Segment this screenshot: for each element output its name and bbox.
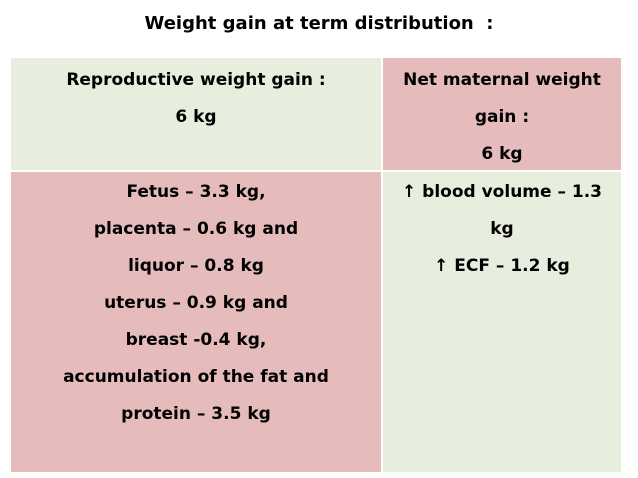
breakdown-line: placenta – 0.6 kg and [93,219,299,239]
header-reproductive-line: Reproductive weight gain : [66,70,326,90]
breakdown-line: accumulation of the fat and [63,367,329,387]
breakdown-line: Fetus – 3.3 kg, [126,182,266,202]
maternal-breakdown-line: kg [490,219,514,239]
header-maternal-value: 6 kg [481,144,523,164]
header-cell-reproductive: Reproductive weight gain : 6 kg [11,58,381,170]
body-cell-maternal-breakdown: ↑ blood volume – 1.3 kg ↑ ECF – 1.2 kg [383,172,621,472]
maternal-breakdown-line: ↑ ECF – 1.2 kg [434,256,570,276]
body-cell-reproductive-breakdown: Fetus – 3.3 kg, placenta – 0.6 kg and li… [11,172,381,472]
breakdown-line: protein – 3.5 kg [121,404,271,424]
breakdown-line: liquor – 0.8 kg [128,256,264,276]
maternal-breakdown-line: ↑ blood volume – 1.3 [402,182,602,202]
weight-gain-table: Reproductive weight gain : 6 kg Net mate… [11,58,621,472]
page-title: Weight gain at term distribution : [144,13,494,34]
header-maternal-line: gain : [474,107,530,127]
breakdown-line: uterus – 0.9 kg and [104,293,288,313]
breakdown-line: breast -0.4 kg, [125,330,267,350]
header-reproductive-value: 6 kg [175,107,217,127]
header-cell-maternal: Net maternal weight gain : 6 kg [383,58,621,170]
header-maternal-line: Net maternal weight [403,70,601,90]
